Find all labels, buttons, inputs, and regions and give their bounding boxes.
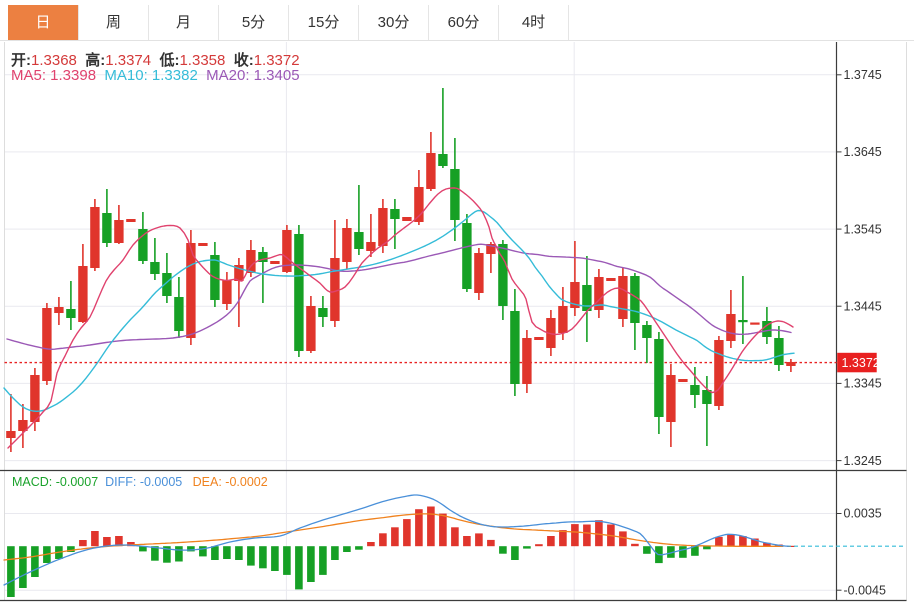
svg-text:1.3745: 1.3745 — [844, 68, 882, 82]
svg-text:1.3545: 1.3545 — [844, 222, 882, 236]
svg-text:1.3345: 1.3345 — [844, 377, 882, 391]
svg-text:-0.0045: -0.0045 — [844, 583, 886, 597]
svg-text:1.3245: 1.3245 — [844, 454, 882, 468]
svg-text:1.3372: 1.3372 — [842, 356, 880, 370]
svg-text:1.3445: 1.3445 — [844, 299, 882, 313]
svg-text:1.3645: 1.3645 — [844, 145, 882, 159]
svg-text:0.0035: 0.0035 — [844, 507, 882, 521]
